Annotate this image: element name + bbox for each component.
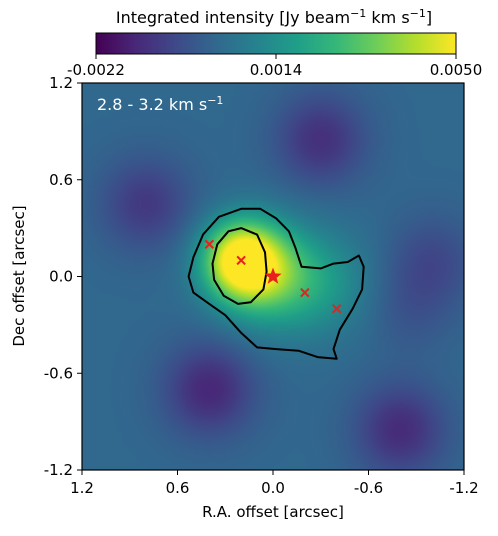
x-tick-label: -0.6 <box>354 479 383 497</box>
x-tick-label: 0.0 <box>261 479 285 497</box>
colorbar-label: Integrated intensity [Jy beam−1 km s−1] <box>116 7 432 27</box>
colorbar-ticks: -0.0022 0.0014 0.0050 <box>67 54 482 79</box>
y-tick-label: 1.2 <box>49 74 73 92</box>
x-marker <box>236 255 246 266</box>
y-tick-label: 0.0 <box>49 268 73 286</box>
colorbar-tick-label: 0.0014 <box>250 61 303 79</box>
y-axis-label: Dec offset [arcsec] <box>10 205 28 346</box>
x-marker <box>204 239 215 249</box>
x-marker <box>331 304 342 314</box>
star-marker <box>264 267 282 284</box>
x-tick-label: 0.6 <box>166 479 190 497</box>
axis-ticks: 1.2 0.6 0.0 -0.6 -1.21.20.60.0-0.6-1.2 <box>44 74 479 497</box>
contour-inner <box>211 227 268 305</box>
y-tick-label: 0.6 <box>49 171 73 189</box>
contour-layer <box>187 207 365 360</box>
colorbar-tick-label: 0.0050 <box>430 61 483 79</box>
x-marker <box>300 287 310 298</box>
x-tick-label: 1.2 <box>70 479 94 497</box>
colorbar <box>95 32 457 55</box>
x-tick-label: -1.2 <box>449 479 478 497</box>
y-tick-label: -1.2 <box>44 461 73 479</box>
contour-outer <box>187 207 365 360</box>
marker-layer <box>204 239 342 314</box>
y-tick-label: -0.6 <box>44 364 73 382</box>
x-axis-label: R.A. offset [arcsec] <box>202 503 344 521</box>
colorbar-tick-label: -0.0022 <box>67 61 125 79</box>
velocity-range-label: 2.8 - 3.2 km s−1 <box>97 94 223 114</box>
